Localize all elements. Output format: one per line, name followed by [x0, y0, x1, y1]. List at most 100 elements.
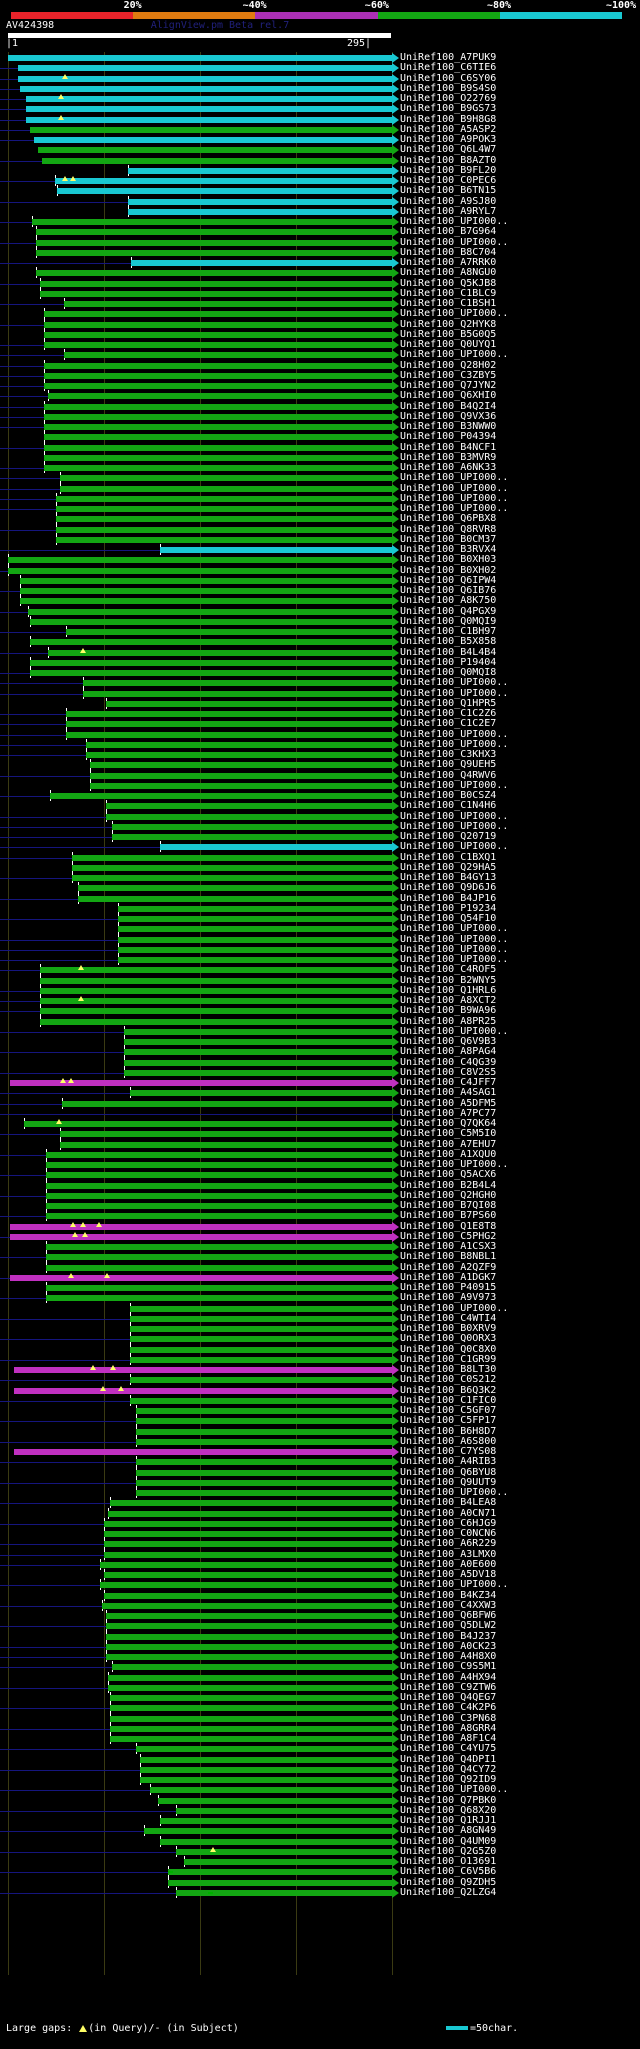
hsp-bar[interactable]: [62, 1100, 392, 1107]
hsp-row[interactable]: UniRef100_UPI000..: [0, 923, 640, 935]
hsp-row[interactable]: UniRef100_Q4PGX9: [0, 605, 640, 618]
hsp-row[interactable]: UniRef100_Q28H02: [0, 359, 640, 372]
hsp-row[interactable]: UniRef100_C4WTI4: [0, 1312, 640, 1325]
hsp-bar[interactable]: [18, 75, 392, 82]
hsp-label[interactable]: UniRef100_Q54F10: [400, 913, 497, 924]
hsp-label[interactable]: UniRef100_C8V2S5: [400, 1066, 497, 1078]
hsp-row[interactable]: UniRef100_Q0UYQ1: [0, 339, 640, 351]
hsp-label[interactable]: UniRef100_C4QG39: [400, 1056, 497, 1068]
hsp-label[interactable]: UniRef100_C7YS08: [400, 1446, 497, 1457]
hsp-bar[interactable]: [44, 331, 392, 338]
hsp-row[interactable]: UniRef100_Q4CY72: [0, 1763, 640, 1776]
hsp-row[interactable]: UniRef100_A8GRR4: [0, 1722, 640, 1735]
hsp-label[interactable]: UniRef100_C1BLC9: [400, 287, 497, 299]
hsp-label[interactable]: UniRef100_B4KZ34: [400, 1589, 497, 1601]
hsp-label[interactable]: UniRef100_Q2G5Z0: [400, 1845, 497, 1857]
hsp-row[interactable]: UniRef100_A4SAG1: [0, 1087, 640, 1099]
hsp-row[interactable]: UniRef100_C3KHX3: [0, 749, 640, 761]
hsp-bar[interactable]: [38, 147, 392, 154]
hsp-label[interactable]: UniRef100_Q9VX36: [400, 410, 497, 422]
hsp-row[interactable]: UniRef100_UPI000..: [0, 738, 640, 751]
hsp-bar[interactable]: [86, 752, 392, 758]
hsp-bar[interactable]: [83, 680, 392, 687]
hsp-bar[interactable]: [26, 106, 392, 113]
hsp-row[interactable]: UniRef100_A8GN49: [0, 1825, 640, 1837]
hsp-bar[interactable]: [112, 834, 392, 840]
hsp-row[interactable]: UniRef100_UPI000..: [0, 472, 640, 484]
hsp-row[interactable]: UniRef100_B0XH03: [0, 554, 640, 566]
hsp-bar[interactable]: [56, 526, 392, 533]
hsp-row[interactable]: UniRef100_Q1E8T8: [0, 1221, 640, 1233]
hsp-bar[interactable]: [83, 690, 392, 697]
hsp-label[interactable]: UniRef100_A5ASP2: [400, 123, 497, 135]
hsp-label[interactable]: UniRef100_P19234: [400, 902, 497, 914]
hsp-row[interactable]: UniRef100_B4GY13: [0, 872, 640, 884]
hsp-label[interactable]: UniRef100_Q4CY72: [400, 1763, 497, 1775]
hsp-row[interactable]: UniRef100_B4KZ34: [0, 1589, 640, 1602]
hsp-bar[interactable]: [30, 659, 392, 666]
hsp-label[interactable]: UniRef100_C5FP17: [400, 1415, 497, 1427]
hsp-bar[interactable]: [24, 1121, 392, 1127]
hsp-bar[interactable]: [56, 495, 392, 502]
hsp-row[interactable]: UniRef100_C4ROF5: [0, 964, 640, 976]
hsp-bar[interactable]: [44, 342, 392, 348]
hsp-row[interactable]: UniRef100_Q0MQI9: [0, 615, 640, 628]
hsp-label[interactable]: UniRef100_Q68X20: [400, 1804, 497, 1816]
hsp-row[interactable]: UniRef100_A5DV18: [0, 1569, 640, 1581]
hsp-row[interactable]: UniRef100_C4JFF7: [0, 1077, 640, 1089]
hsp-bar[interactable]: [46, 1172, 392, 1179]
hsp-label[interactable]: UniRef100_Q9UEH5: [400, 759, 497, 771]
hsp-label[interactable]: UniRef100_Q2HYK8: [400, 318, 497, 330]
hsp-row[interactable]: UniRef100_B7QI08: [0, 1200, 640, 1212]
hsp-row[interactable]: UniRef100_A0CK23: [0, 1640, 640, 1653]
hsp-bar[interactable]: [72, 875, 392, 881]
hsp-label[interactable]: UniRef100_C1C2E7: [400, 718, 497, 730]
hsp-row[interactable]: UniRef100_A2QZF9: [0, 1261, 640, 1274]
hsp-row[interactable]: UniRef100_B7PS60: [0, 1210, 640, 1222]
hsp-label[interactable]: UniRef100_Q7PBK0: [400, 1794, 497, 1806]
hsp-row[interactable]: UniRef100_Q5ACX6: [0, 1169, 640, 1181]
hsp-label[interactable]: UniRef100_Q0MQI8: [400, 667, 497, 678]
hsp-label[interactable]: UniRef100_C4YU75: [400, 1743, 497, 1755]
hsp-bar[interactable]: [106, 1633, 392, 1640]
hsp-label[interactable]: UniRef100_A0CK23: [400, 1640, 497, 1652]
hsp-label[interactable]: UniRef100_C1GR99: [400, 1353, 497, 1365]
hsp-bar[interactable]: [46, 1162, 392, 1168]
hsp-label[interactable]: UniRef100_Q7QK64: [400, 1118, 497, 1129]
hsp-row[interactable]: UniRef100_C3PN68: [0, 1712, 640, 1725]
hsp-bar[interactable]: [20, 85, 392, 92]
hsp-label[interactable]: UniRef100_B7PS60: [400, 1210, 497, 1222]
hsp-label[interactable]: UniRef100_UPI000..: [400, 933, 509, 945]
hsp-bar[interactable]: [46, 1295, 392, 1302]
hsp-bar[interactable]: [160, 844, 392, 851]
hsp-row[interactable]: UniRef100_C1N4H6: [0, 800, 640, 812]
hsp-label[interactable]: UniRef100_P04394: [400, 431, 497, 443]
hsp-row[interactable]: UniRef100_UPI000..: [0, 779, 640, 792]
hsp-label[interactable]: UniRef100_C3PN68: [400, 1712, 497, 1724]
hsp-label[interactable]: UniRef100_Q5ACX6: [400, 1169, 497, 1181]
hsp-row[interactable]: UniRef100_B7G964: [0, 226, 640, 238]
hsp-row[interactable]: UniRef100_B4L4B4: [0, 646, 640, 659]
hsp-row[interactable]: UniRef100_B9S4S0: [0, 83, 640, 95]
hsp-label[interactable]: UniRef100_Q6V9B3: [400, 1036, 497, 1047]
hsp-row[interactable]: UniRef100_B4Q2I4: [0, 400, 640, 413]
hsp-label[interactable]: UniRef100_B4L4B4: [400, 646, 497, 658]
hsp-row[interactable]: UniRef100_A9V973: [0, 1292, 640, 1304]
hsp-row[interactable]: UniRef100_Q0C8X0: [0, 1343, 640, 1356]
hsp-row[interactable]: UniRef100_Q5DLW2: [0, 1620, 640, 1632]
hsp-bar[interactable]: [44, 403, 392, 410]
hsp-label[interactable]: UniRef100_A6S800: [400, 1435, 497, 1447]
hsp-bar[interactable]: [66, 629, 392, 635]
hsp-label[interactable]: UniRef100_B0XRV9: [400, 1323, 497, 1334]
hsp-row[interactable]: UniRef100_C0PEC6: [0, 175, 640, 187]
hsp-row[interactable]: UniRef100_A8F1C4: [0, 1733, 640, 1745]
hsp-row[interactable]: UniRef100_A1CSX3: [0, 1241, 640, 1253]
hsp-row[interactable]: UniRef100_UPI000..: [0, 349, 640, 361]
hsp-row[interactable]: UniRef100_Q92ID9: [0, 1774, 640, 1786]
hsp-bar[interactable]: [46, 1151, 392, 1158]
hsp-bar[interactable]: [56, 536, 392, 543]
hsp-row[interactable]: UniRef100_C9ZTW6: [0, 1681, 640, 1694]
hsp-label[interactable]: UniRef100_A8F1C4: [400, 1733, 497, 1744]
hsp-label[interactable]: UniRef100_C6HJG9: [400, 1517, 497, 1529]
hsp-row[interactable]: UniRef100_B3RVX4: [0, 544, 640, 556]
